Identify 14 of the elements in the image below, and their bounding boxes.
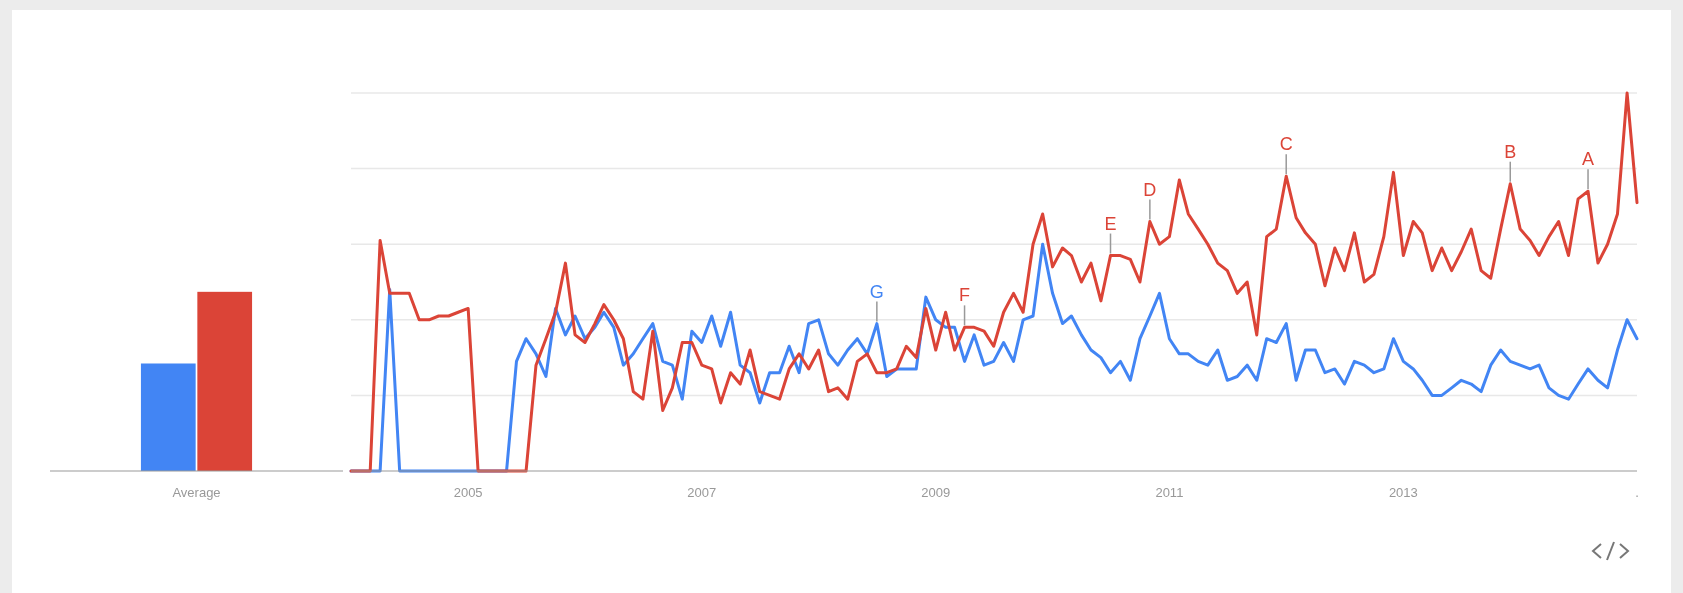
annotation: A bbox=[1582, 149, 1595, 170]
x-tick-label: 2007 bbox=[687, 485, 717, 500]
x-tick-label: . bbox=[1635, 485, 1639, 500]
annotation: F bbox=[959, 285, 971, 306]
x-tick-label: Average bbox=[172, 485, 221, 500]
annotation: E bbox=[1104, 213, 1117, 234]
x-tick-label: 2013 bbox=[1388, 485, 1418, 500]
x-tick-label: 2009 bbox=[921, 485, 951, 500]
annotation: G bbox=[869, 281, 884, 302]
annotation: C bbox=[1279, 134, 1293, 155]
annotation: D bbox=[1143, 179, 1157, 200]
x-tick-label: 2011 bbox=[1155, 485, 1184, 500]
x-tick-label: 2005 bbox=[453, 485, 483, 500]
annotation: B bbox=[1504, 141, 1517, 162]
